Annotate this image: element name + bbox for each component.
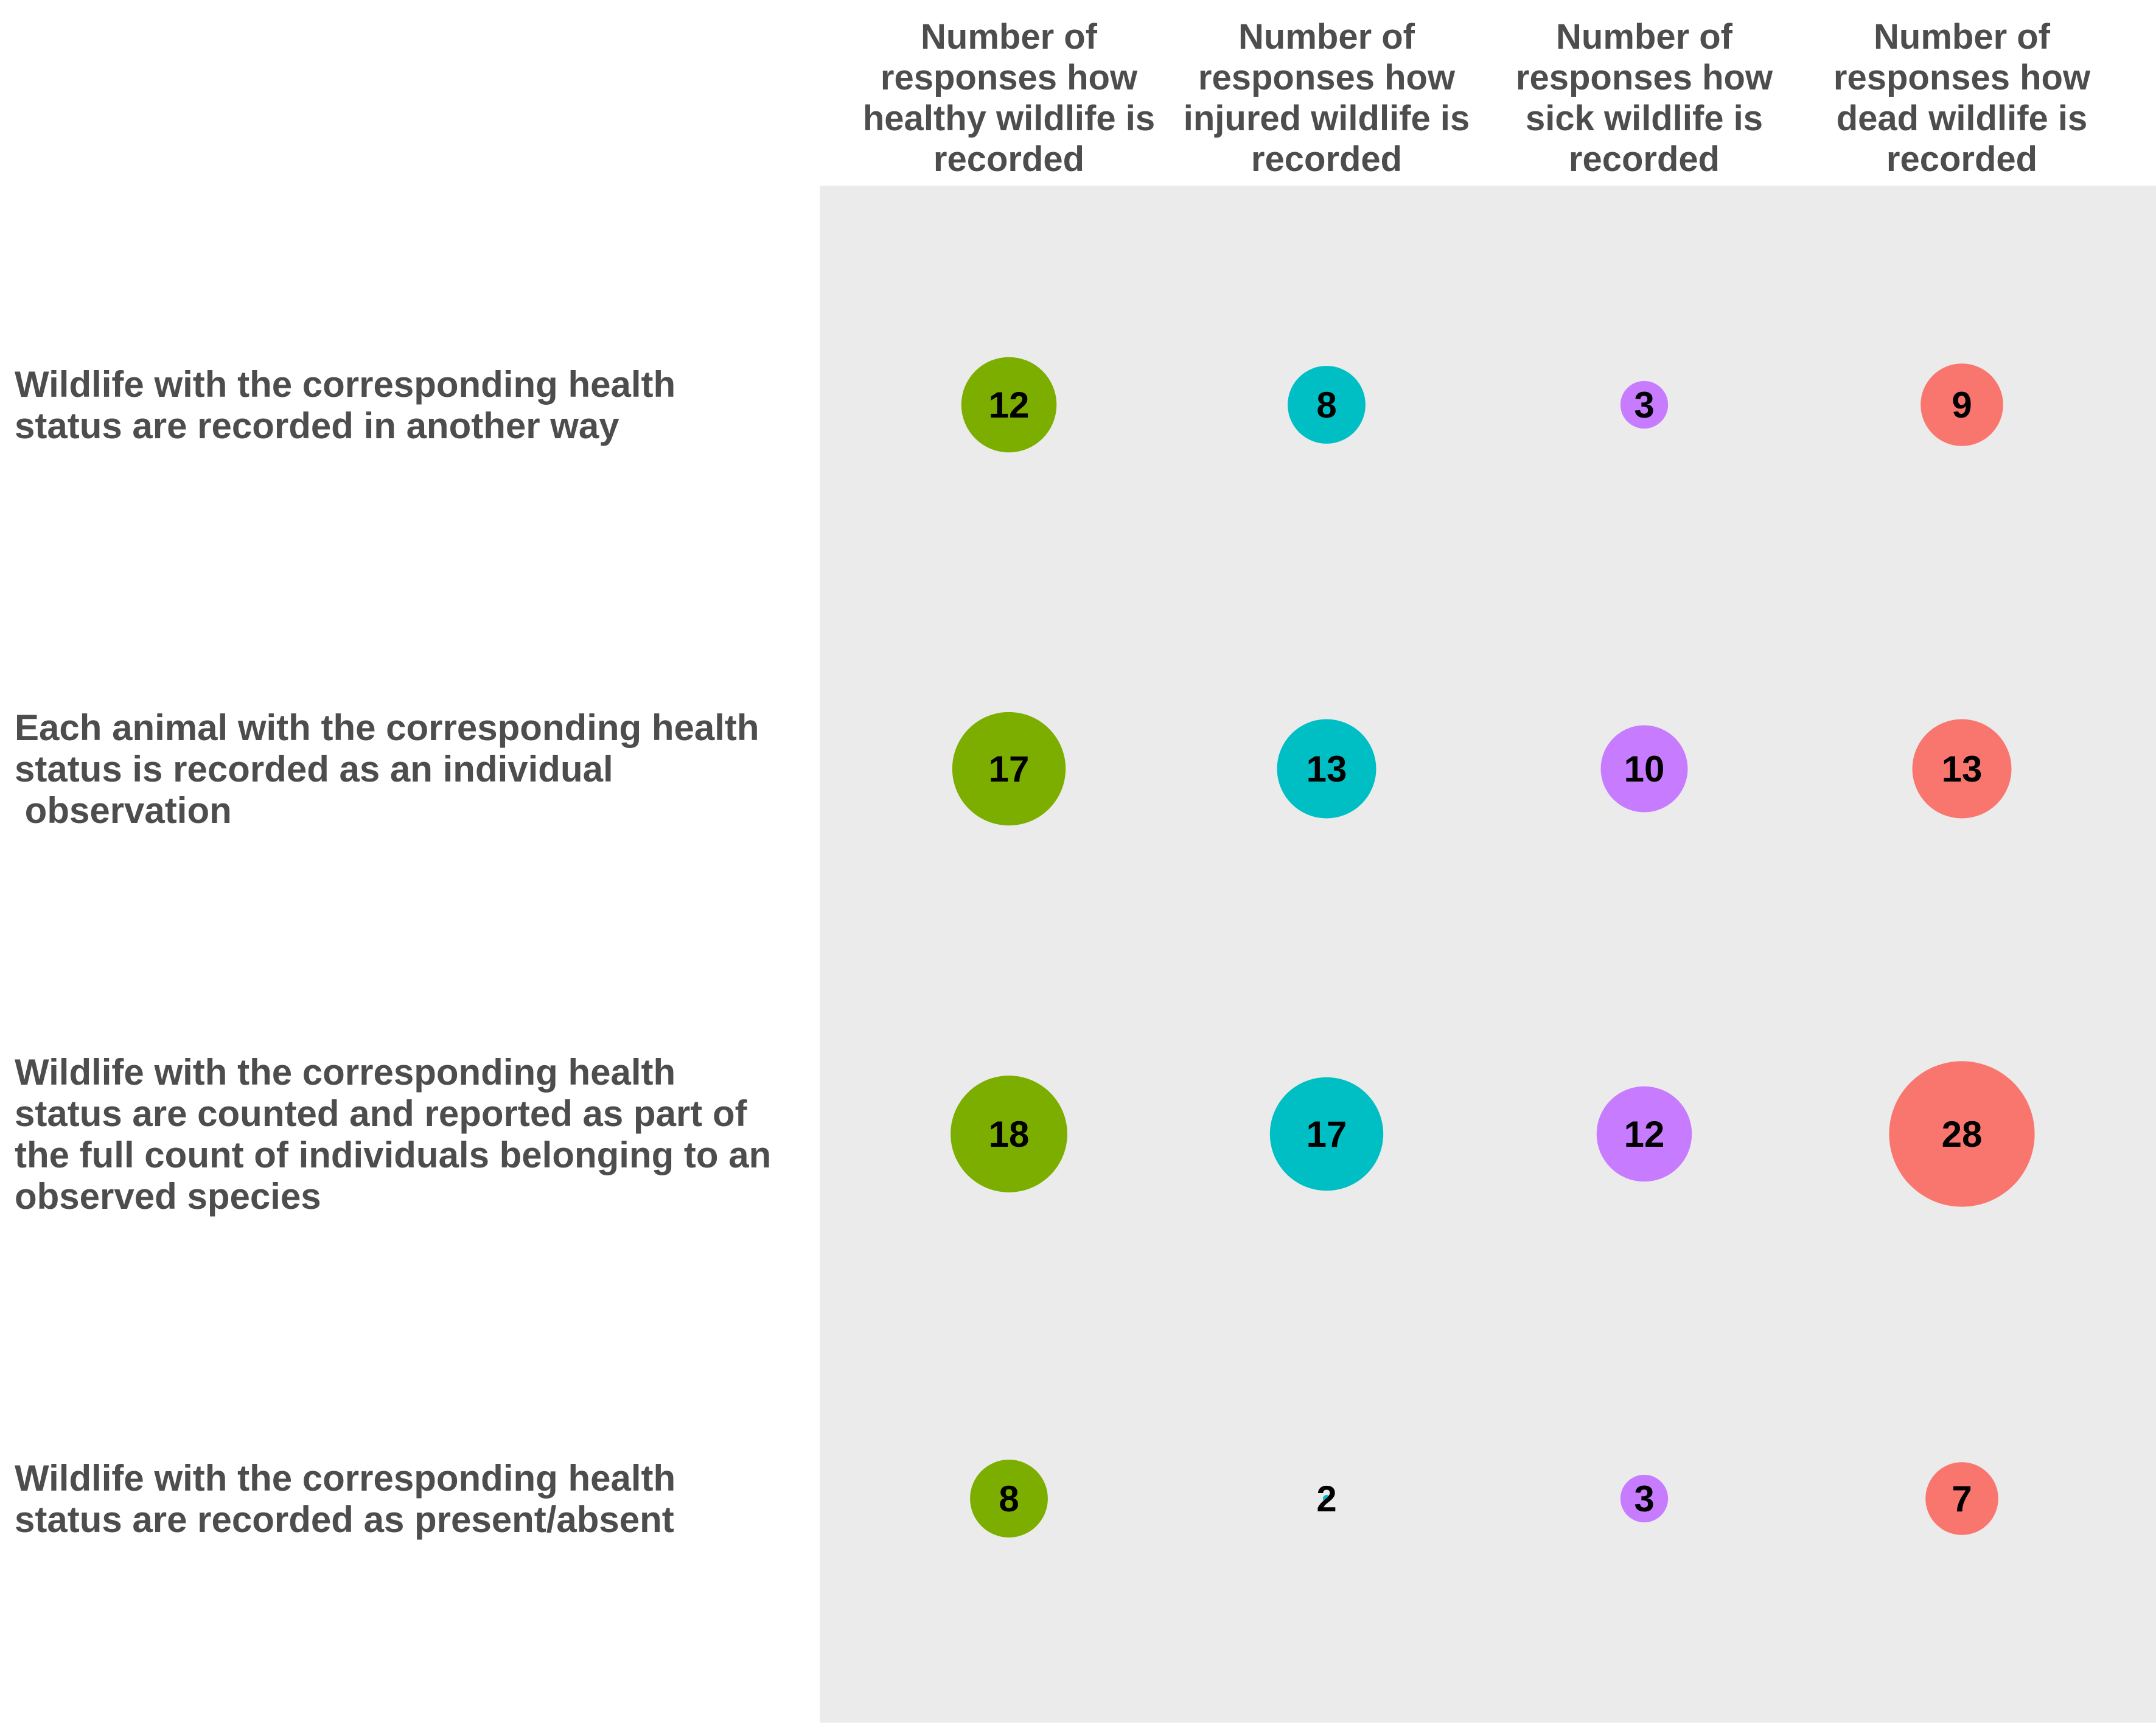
column-label: Number of responses how injured wildlife i… — [1184, 17, 1470, 179]
column-label-line: Number of — [1556, 17, 1733, 57]
column-label-line: recorded — [1251, 139, 1402, 179]
bubble — [1620, 1474, 1669, 1523]
plot-panel — [820, 186, 2156, 1723]
row-label: Wildlife with the corresponding health st… — [15, 1052, 771, 1217]
column-label-line: responses how — [1198, 58, 1456, 97]
bubble-value-label: 17 — [989, 749, 1030, 789]
row-label-line: the full count of individuals belonging … — [15, 1135, 771, 1175]
row-label-line: observation — [15, 790, 232, 831]
column-label-line: sick wildlife is — [1526, 99, 1763, 138]
column-label-line: Number of — [1874, 17, 2051, 57]
bubble-labels: 12 8 3 9 17 13 10 13 18 17 12 28 8 2 3 7 — [989, 385, 1983, 1519]
bubble — [961, 357, 1057, 453]
bubble-value-label: 9 — [1952, 385, 1972, 425]
row-label-line: Wildlife with the corresponding health — [15, 1458, 675, 1499]
bubble-value-label: 10 — [1624, 749, 1665, 789]
bubble-value-label: 28 — [1942, 1114, 1983, 1155]
column-label-line: responses how — [1516, 58, 1773, 97]
bubble-value-label: 12 — [989, 385, 1030, 425]
bubble-value-label: 7 — [1952, 1478, 1972, 1519]
bubble — [1288, 366, 1366, 444]
row-label-line: status are recorded in another way — [15, 405, 619, 446]
column-label-line: responses how — [1833, 58, 2091, 97]
bubble — [1269, 1077, 1384, 1191]
bubble-value-label: 3 — [1634, 1478, 1654, 1519]
bubble-value-label: 2 — [1316, 1478, 1336, 1519]
bubble — [1889, 1061, 2035, 1207]
bubble — [1596, 1086, 1692, 1182]
row-label-line: status is recorded as an individual — [15, 749, 613, 789]
bubble-value-label: 18 — [989, 1114, 1030, 1155]
bubble — [1921, 363, 2003, 446]
row-label-line: Wildlife with the corresponding health — [15, 1052, 675, 1093]
column-label: Number of responses how healthy wildlife i… — [863, 17, 1155, 179]
column-label-line: Number of — [921, 17, 1098, 57]
bubble — [1323, 1495, 1330, 1502]
bubble — [1912, 719, 2012, 819]
bubble-value-label: 13 — [1942, 749, 1983, 789]
bubble-value-label: 3 — [1634, 385, 1654, 425]
column-label-line: responses how — [881, 58, 1138, 97]
row-label-line: status are counted and reported as part … — [15, 1093, 748, 1134]
bubble-value-label: 8 — [999, 1478, 1019, 1519]
row-labels: Wildlife with the corresponding health st… — [15, 364, 771, 1540]
row-label-line: observed species — [15, 1176, 321, 1217]
row-label: Each animal with the corresponding healt… — [15, 707, 759, 831]
column-label-line: injured wildlife is — [1184, 99, 1470, 138]
column-label-line: dead wildlife is — [1837, 99, 2088, 138]
bubble-value-label: 13 — [1307, 749, 1347, 789]
column-label-line: recorded — [1569, 139, 1720, 179]
row-label: Wildlife with the corresponding health st… — [15, 364, 675, 446]
column-label: Number of responses how sick wildlife is re… — [1516, 17, 1773, 179]
row-label-line: Each animal with the corresponding healt… — [15, 707, 759, 748]
bubble — [1600, 725, 1688, 813]
bubble — [951, 1076, 1067, 1192]
row-label-line: Wildlife with the corresponding health — [15, 364, 675, 405]
bubble — [1620, 380, 1669, 429]
column-label-line: Number of — [1238, 17, 1415, 57]
column-label-line: recorded — [933, 139, 1084, 179]
bubble — [952, 712, 1066, 826]
row-label: Wildlife with the corresponding health st… — [15, 1458, 675, 1540]
column-label-line: recorded — [1886, 139, 2037, 179]
bubbles — [951, 357, 2035, 1538]
bubble — [1925, 1462, 1998, 1535]
bubble-value-label: 17 — [1307, 1114, 1347, 1155]
column-label-line: healthy wildlife is — [863, 99, 1155, 138]
bubble — [1277, 719, 1376, 819]
bubble — [970, 1460, 1048, 1538]
row-label-line: status are recorded as present/absent — [15, 1499, 674, 1540]
column-label: Number of responses how dead wildlife is re… — [1833, 17, 2091, 179]
column-labels: Number of responses how healthy wildlife i… — [863, 17, 2091, 179]
bubble-value-label: 12 — [1624, 1114, 1665, 1155]
bubble-value-label: 8 — [1316, 385, 1336, 425]
